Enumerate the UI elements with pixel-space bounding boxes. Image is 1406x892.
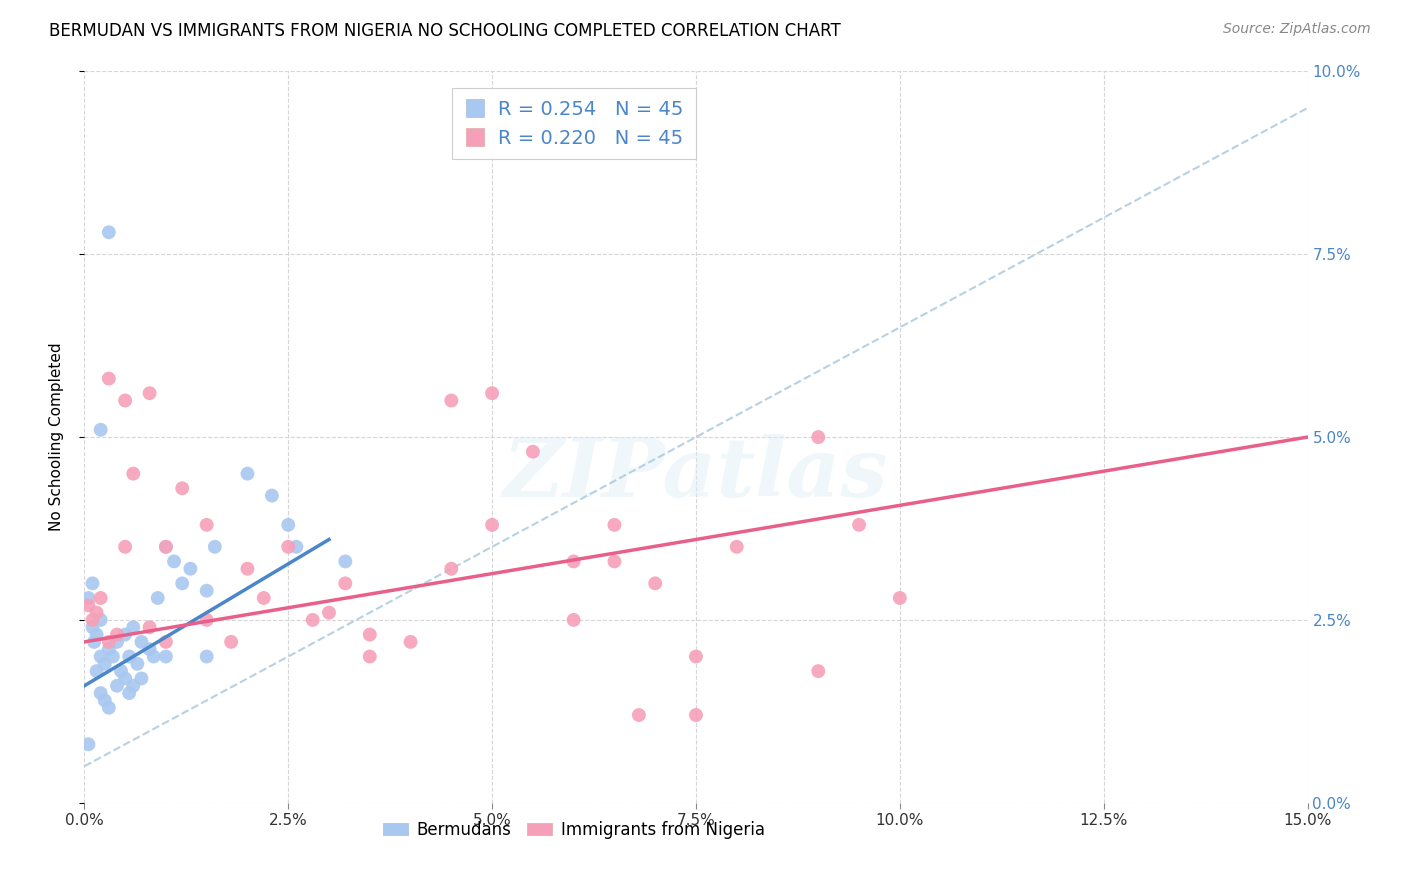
Point [359, 649, 381, 664]
Point [131, 635, 153, 649]
Point [101, 649, 124, 664]
Point [93, 693, 115, 707]
Point [155, 540, 177, 554]
Point [118, 686, 141, 700]
Point [335, 576, 357, 591]
Point [82, 576, 104, 591]
Point [195, 613, 218, 627]
Point [807, 430, 830, 444]
Point [260, 489, 283, 503]
Point [122, 620, 145, 634]
Point [440, 562, 463, 576]
Point [105, 635, 128, 649]
Point [481, 517, 503, 532]
Point [359, 627, 381, 641]
Point [131, 672, 153, 686]
Point [97, 642, 120, 657]
Point [440, 393, 463, 408]
Point [848, 517, 870, 532]
Point [277, 540, 299, 554]
Point [86, 627, 108, 641]
Point [725, 540, 748, 554]
Point [97, 371, 120, 385]
Point [86, 664, 108, 678]
Point [318, 606, 340, 620]
Legend: Bermudans, Immigrants from Nigeria: Bermudans, Immigrants from Nigeria [375, 814, 772, 846]
Point [236, 562, 259, 576]
Point [277, 517, 299, 532]
Point [90, 649, 112, 664]
Point [807, 664, 830, 678]
Point [97, 225, 120, 239]
Point [603, 554, 626, 568]
Point [127, 657, 149, 671]
Point [114, 627, 136, 641]
Point [204, 540, 226, 554]
Point [90, 423, 112, 437]
Point [93, 657, 115, 671]
Point [481, 386, 503, 401]
Point [82, 613, 104, 627]
Point [172, 481, 194, 495]
Point [122, 679, 145, 693]
Point [110, 664, 132, 678]
Point [118, 649, 141, 664]
Point [562, 613, 585, 627]
Point [77, 591, 100, 605]
Point [77, 599, 100, 613]
Point [335, 554, 357, 568]
Point [83, 635, 105, 649]
Text: ZIPatlas: ZIPatlas [503, 434, 889, 514]
Point [114, 540, 136, 554]
Text: Source: ZipAtlas.com: Source: ZipAtlas.com [1223, 22, 1371, 37]
Point [105, 627, 128, 641]
Point [122, 467, 145, 481]
Point [138, 642, 160, 657]
Point [138, 386, 160, 401]
Point [90, 686, 112, 700]
Point [97, 700, 120, 714]
Point [138, 620, 160, 634]
Point [155, 635, 177, 649]
Point [86, 606, 108, 620]
Point [114, 672, 136, 686]
Point [82, 620, 104, 634]
Point [219, 635, 242, 649]
Point [105, 679, 128, 693]
Point [179, 562, 201, 576]
Point [163, 554, 186, 568]
Point [399, 635, 422, 649]
Point [114, 393, 136, 408]
Point [685, 708, 707, 723]
Point [253, 591, 276, 605]
Point [77, 737, 100, 751]
Point [285, 540, 308, 554]
Point [236, 467, 259, 481]
Y-axis label: No Schooling Completed: No Schooling Completed [49, 343, 63, 532]
Point [97, 635, 120, 649]
Point [644, 576, 666, 591]
Point [146, 591, 169, 605]
Point [522, 444, 544, 458]
Point [195, 649, 218, 664]
Point [155, 649, 177, 664]
Point [685, 649, 707, 664]
Text: BERMUDAN VS IMMIGRANTS FROM NIGERIA NO SCHOOLING COMPLETED CORRELATION CHART: BERMUDAN VS IMMIGRANTS FROM NIGERIA NO S… [49, 22, 841, 40]
Point [195, 583, 218, 598]
Point [142, 649, 165, 664]
Point [627, 708, 650, 723]
Point [155, 540, 177, 554]
Point [301, 613, 323, 627]
Point [90, 613, 112, 627]
Point [562, 554, 585, 568]
Point [90, 591, 112, 605]
Point [603, 517, 626, 532]
Point [889, 591, 911, 605]
Point [172, 576, 194, 591]
Point [195, 517, 218, 532]
